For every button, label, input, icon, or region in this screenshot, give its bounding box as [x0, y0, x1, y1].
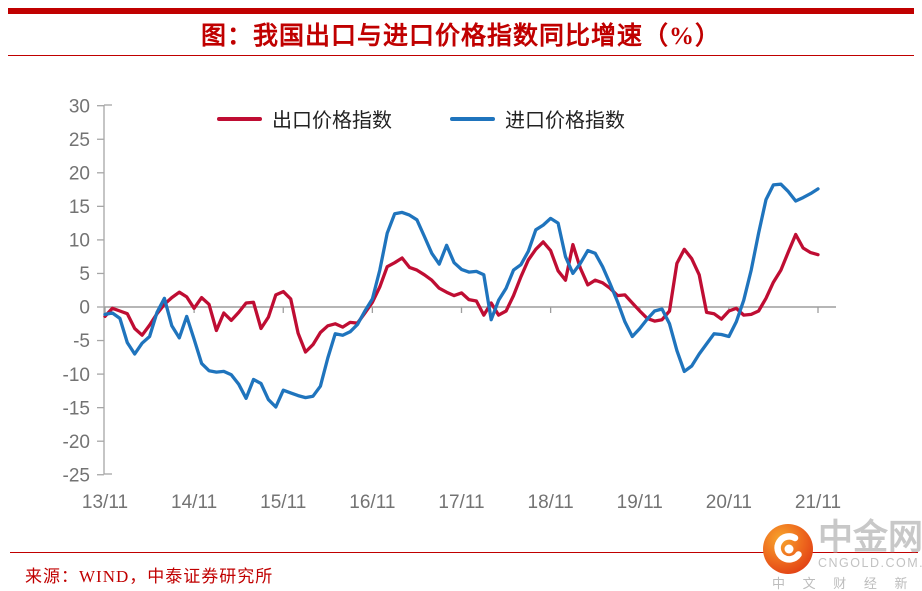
cngold-tagline: 中 文 财 经 新 媒 体 — [772, 576, 922, 591]
cngold-logo-text: 中金网 CNGOLD.COM.CN 中 文 财 经 新 媒 体 — [772, 518, 922, 591]
x-tick-label: 17/11 — [438, 492, 484, 513]
title-top-rule — [8, 8, 914, 14]
cngold-domain: CNGOLD.COM.CN — [818, 556, 922, 570]
y-tick-label: -15 — [63, 398, 90, 419]
y-tick-label: 0 — [79, 298, 90, 319]
export-line-swatch — [217, 116, 262, 121]
x-tick-label: 20/11 — [706, 492, 752, 513]
source-note: 来源：WIND，中泰证券研究所 — [25, 567, 274, 586]
chart-legend: 出口价格指数 进口价格指数 — [217, 104, 625, 133]
legend-label-export: 出口价格指数 — [272, 110, 392, 132]
y-tick-label: 20 — [69, 163, 90, 184]
y-tick-label: -20 — [63, 432, 90, 453]
cngold-logo: 中金网 CNGOLD.COM.CN 中 文 财 经 新 媒 体 — [762, 518, 922, 591]
legend-label-import: 进口价格指数 — [505, 110, 625, 132]
x-tick-label: 16/11 — [349, 492, 395, 513]
page-title: 图：我国出口与进口价格指数同比增速（%） — [200, 23, 721, 50]
y-tick-label: 5 — [79, 264, 90, 285]
legend-item-export: 出口价格指数 — [217, 104, 392, 133]
cngold-name: 中金网 — [818, 518, 922, 557]
x-tick-label: 18/11 — [528, 492, 574, 513]
y-tick-label: -5 — [73, 331, 90, 352]
y-tick-label: -10 — [63, 365, 90, 386]
legend-item-import: 进口价格指数 — [450, 104, 625, 133]
export-price-line — [103, 232, 820, 354]
y-tick-label: 10 — [69, 231, 90, 252]
y-tick-label: 30 — [69, 96, 90, 117]
import-line-swatch — [450, 116, 495, 121]
y-tick-label: 15 — [69, 197, 90, 218]
cngold-cloud-icon — [763, 524, 813, 574]
y-tick-label: 25 — [69, 130, 90, 151]
footer-rule — [10, 552, 918, 553]
y-tick-label: -25 — [63, 465, 90, 486]
title-bottom-rule — [8, 55, 914, 56]
x-tick-label: 19/11 — [617, 492, 663, 513]
x-tick-label: 15/11 — [260, 492, 306, 513]
x-tick-label: 14/11 — [171, 492, 217, 513]
x-tick-label: 13/11 — [82, 492, 128, 513]
x-tick-label: 21/11 — [795, 492, 841, 513]
import-price-line — [103, 182, 820, 409]
